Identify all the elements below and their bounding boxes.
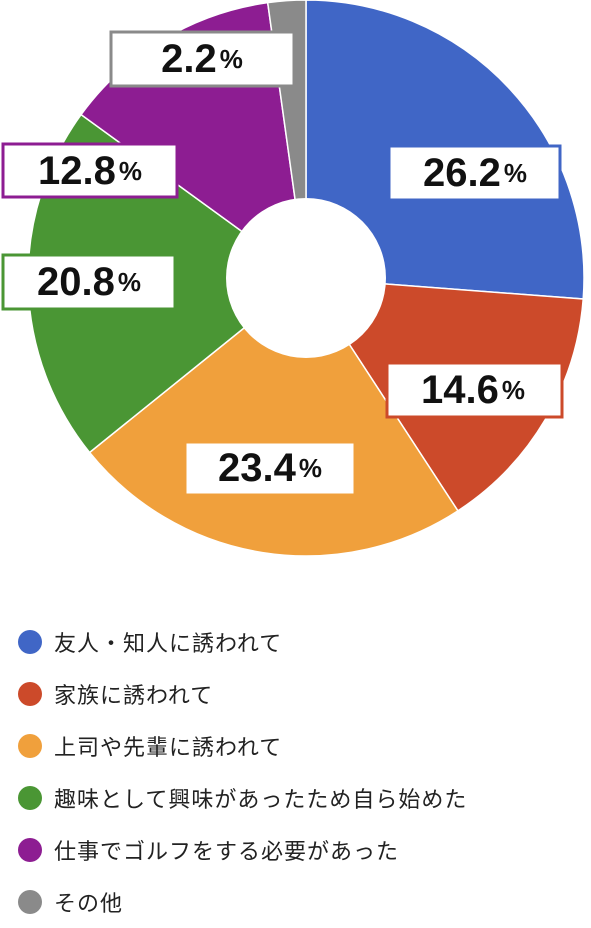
data-label-unit: % [220, 44, 243, 74]
data-label-box [109, 30, 296, 88]
data-label-text: 12.8% [38, 149, 142, 193]
data-label-value: 20.8 [37, 260, 115, 304]
data-label-value: 26.2 [423, 151, 501, 195]
data-label-text: 14.6% [421, 368, 525, 412]
legend-swatch [18, 682, 42, 706]
legend-label: その他 [54, 892, 124, 917]
legend-swatch [18, 890, 42, 914]
data-label-unit: % [118, 267, 141, 297]
legend-item: 上司や先輩に誘われて [18, 720, 467, 772]
pie-slice-3 [88, 276, 459, 557]
legend-label: 家族に誘われて [54, 684, 214, 709]
data-label-unit: % [299, 453, 322, 483]
legend-item: 趣味として興味があったため自ら始めた [18, 772, 467, 824]
data-label-unit: % [119, 156, 142, 186]
data-label-text: 2.2% [161, 37, 243, 81]
data-label-box [385, 361, 564, 419]
data-label-text: 23.4% [218, 446, 322, 490]
legend-label: 友人・知人に誘われて [54, 632, 283, 657]
legend-item: 仕事でゴルフをする必要があった [18, 824, 467, 876]
donut-chart: 26.2 %14.6 %23.4 %20.8 %12.8 %2.2% [1, 0, 585, 557]
legend-item: 友人・知人に誘われて [18, 616, 467, 668]
data-label-box [1, 142, 179, 199]
data-label-box [387, 144, 562, 202]
data-label-unit: % [504, 158, 527, 188]
legend-label: 趣味として興味があったため自ら始めた [54, 788, 468, 813]
data-label-6: 2.2% [109, 30, 296, 88]
legend-swatch [18, 786, 42, 810]
data-label-text: 20.8% [37, 260, 141, 304]
data-label-unit: % [502, 375, 525, 405]
data-label-text: 26.2% [423, 151, 527, 195]
data-label-1: 26.2% [387, 144, 562, 202]
legend-item: 家族に誘われて [18, 668, 467, 720]
legend-label: 仕事でゴルフをする必要があった [54, 840, 400, 865]
data-label-2: 14.6% [385, 361, 564, 419]
data-label-5: 12.8% [1, 142, 179, 199]
donut-hole [226, 198, 386, 358]
legend: 友人・知人に誘われて 家族に誘われて上司や先輩に誘われて趣味として興味があったため… [18, 616, 467, 928]
legend-item: その他 [18, 876, 467, 928]
data-label-value: 14.6 [421, 368, 499, 412]
data-label-4: 20.8% [1, 253, 177, 311]
data-label-value: 23.4 [218, 446, 297, 490]
data-label-box [1, 253, 177, 311]
data-label-value: 12.8 [38, 149, 116, 193]
data-label-3: 23.4% [183, 440, 357, 497]
data-label-value: 2.2 [161, 37, 217, 81]
legend-label: 上司や先輩に誘われて [54, 736, 283, 761]
legend-swatch [18, 734, 42, 758]
legend-swatch [18, 838, 42, 862]
legend-swatch [18, 630, 42, 654]
data-label-box [183, 440, 357, 497]
